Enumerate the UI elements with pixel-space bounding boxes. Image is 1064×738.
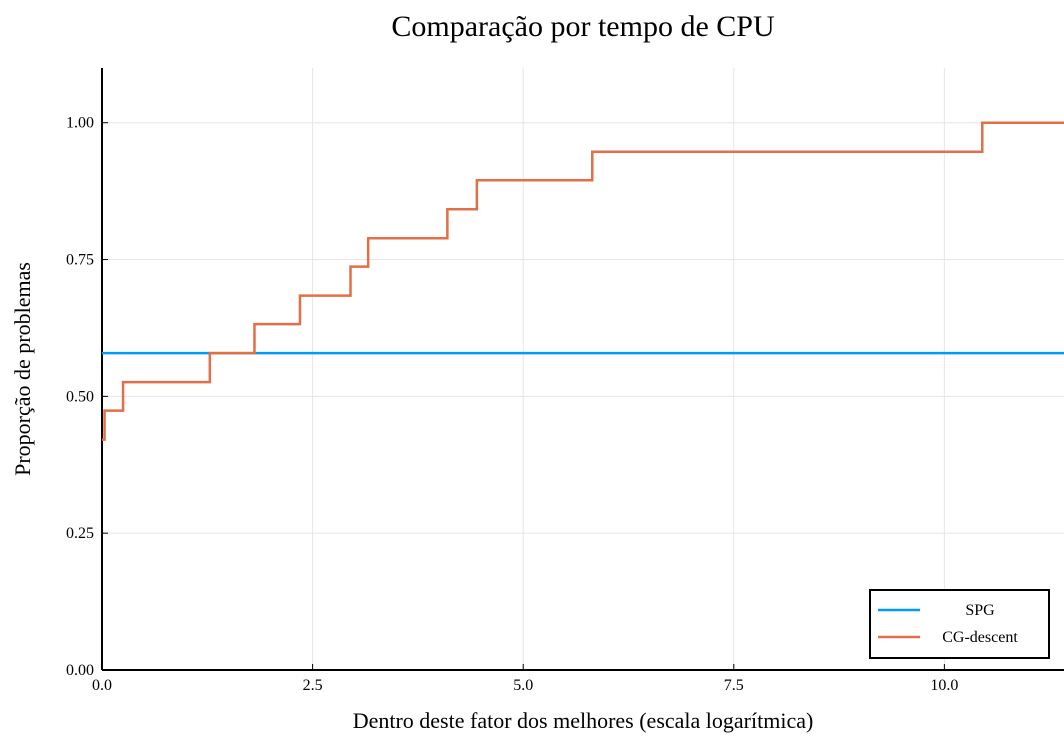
y-axis-label: Proporção de problemas <box>10 262 35 476</box>
x-axis-label: Dentro deste fator dos melhores (escala … <box>353 708 814 733</box>
x-tick-label: 10.0 <box>930 677 958 694</box>
chart-title: Comparação por tempo de CPU <box>391 10 775 43</box>
x-tick-label: 0.0 <box>92 677 112 694</box>
x-tick-label: 2.5 <box>303 677 323 694</box>
y-tick-label: 0.25 <box>66 525 94 542</box>
y-tick-label: 0.00 <box>66 662 94 679</box>
legend-label: CG-descent <box>942 629 1018 646</box>
series-line <box>102 121 1064 441</box>
x-tick-label: 5.0 <box>513 677 533 694</box>
y-tick-label: 1.00 <box>66 115 94 132</box>
y-tick-label: 0.50 <box>66 388 94 405</box>
y-tick-label: 0.75 <box>66 252 94 269</box>
legend-label: SPG <box>965 602 995 619</box>
legend-box <box>869 589 1050 659</box>
x-tick-label: 7.5 <box>724 677 744 694</box>
